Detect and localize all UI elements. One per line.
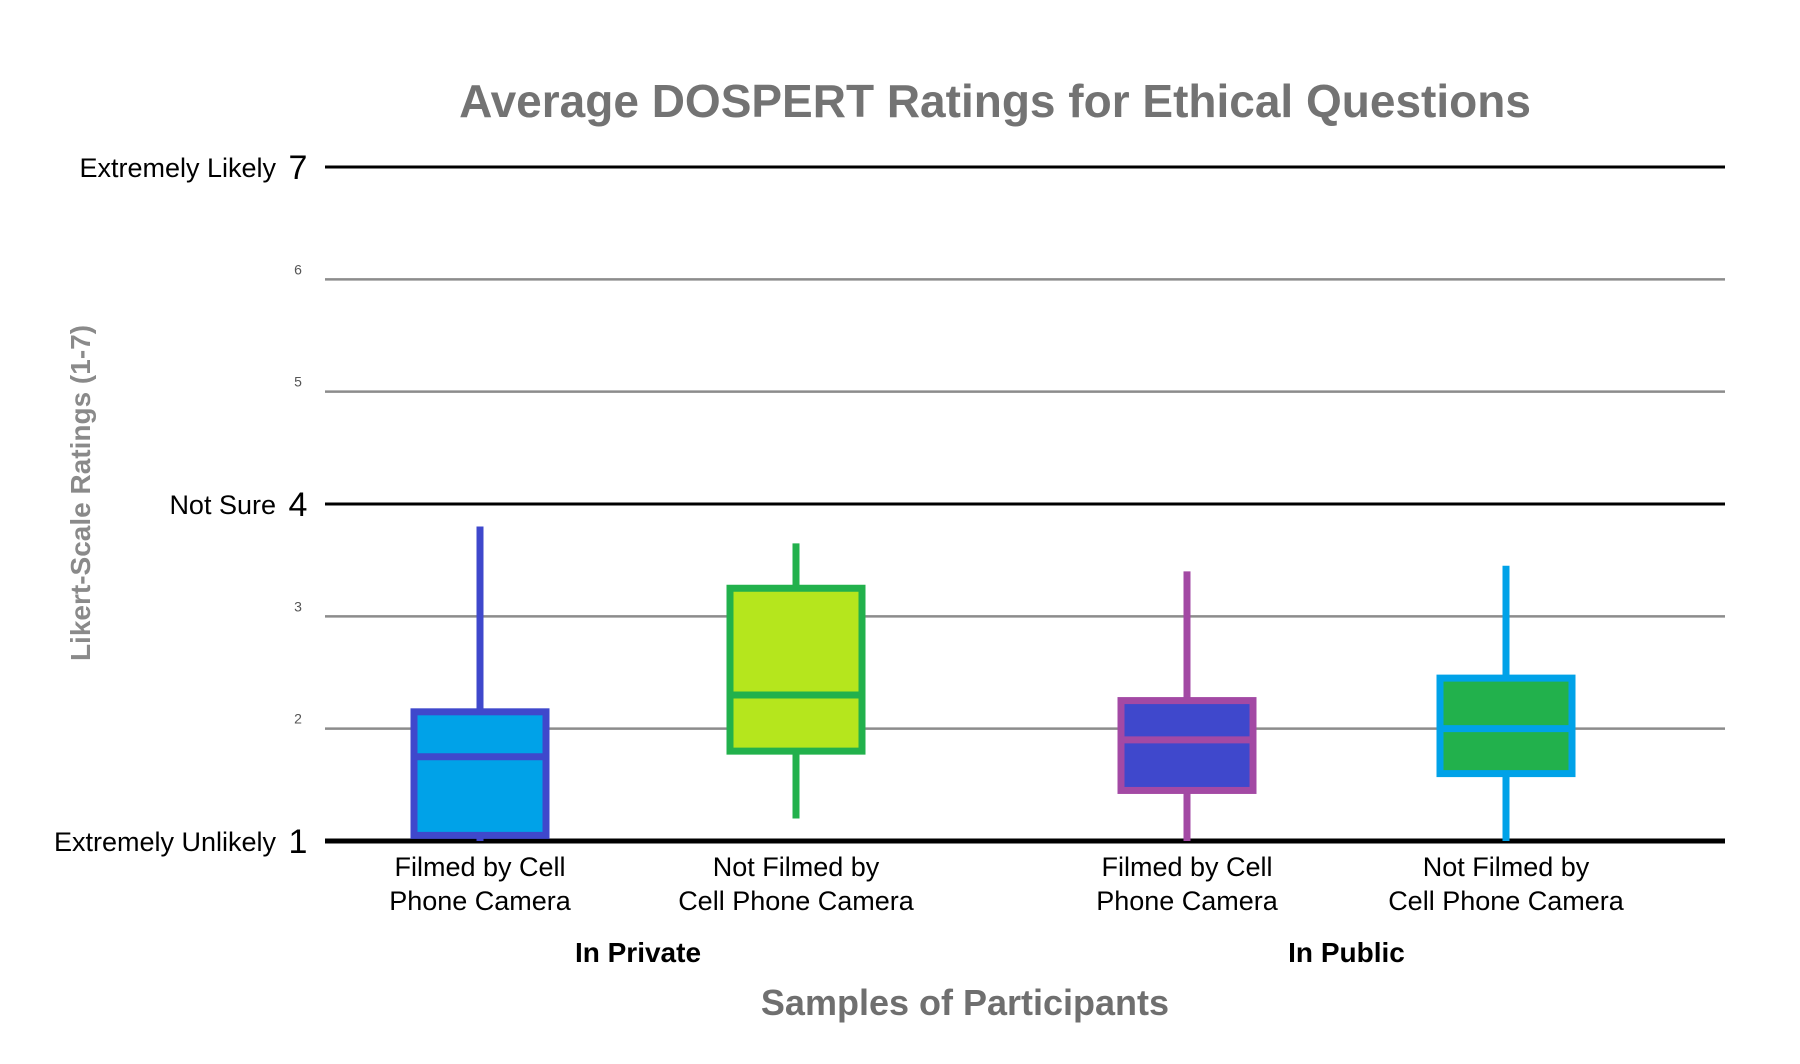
category-label-1-line-1: Cell Phone Camera (678, 886, 915, 916)
category-label-1-line-0: Not Filmed by (713, 852, 880, 882)
category-label-0-line-0: Filmed by Cell (394, 852, 565, 882)
y-tick-label-7: 7 (289, 149, 308, 187)
group-labels: In Private In Public (575, 937, 1405, 968)
y-tick-label-5: 5 (294, 374, 302, 390)
group-label-1: In Public (1288, 937, 1405, 968)
y-tick-label-2: 2 (294, 711, 302, 727)
y-axis-ticks: 7 Extremely Likely 6 5 4 Not Sure 3 2 1 Extremely… (54, 149, 308, 861)
y-tick-text-1: Extremely Unlikely (54, 827, 277, 857)
y-axis-label: Likert-Scale Ratings (1-7) (65, 325, 96, 661)
y-tick-label-4: 4 (289, 486, 308, 524)
box-iqr-1 (726, 584, 866, 755)
category-label-2-line-1: Phone Camera (1096, 886, 1279, 916)
box-iqr-0 (410, 708, 550, 839)
y-tick-label-1: 1 (289, 823, 308, 861)
y-tick-label-3: 3 (294, 598, 302, 614)
category-label-0-line-1: Phone Camera (389, 886, 572, 916)
category-label-3-line-1: Cell Phone Camera (1388, 886, 1625, 916)
y-tick-text-4: Not Sure (169, 490, 276, 520)
category-labels: Filmed by Cell Phone Camera Not Filmed by C… (389, 852, 1625, 916)
gridlines (325, 165, 1725, 844)
box-1 (726, 543, 866, 819)
group-label-0: In Private (575, 937, 701, 968)
box-series (410, 526, 1576, 841)
box-3 (1436, 565, 1576, 841)
box-2 (1117, 571, 1257, 841)
category-label-2-line-0: Filmed by Cell (1101, 852, 1272, 882)
box-0 (410, 526, 550, 841)
y-tick-text-7: Extremely Likely (79, 153, 276, 183)
box-iqr-2 (1117, 697, 1257, 794)
x-axis-label: Samples of Participants (761, 982, 1169, 1023)
chart-title: Average DOSPERT Ratings for Ethical Ques… (459, 75, 1531, 127)
y-tick-label-6: 6 (294, 261, 302, 277)
category-label-3-line-0: Not Filmed by (1423, 852, 1590, 882)
